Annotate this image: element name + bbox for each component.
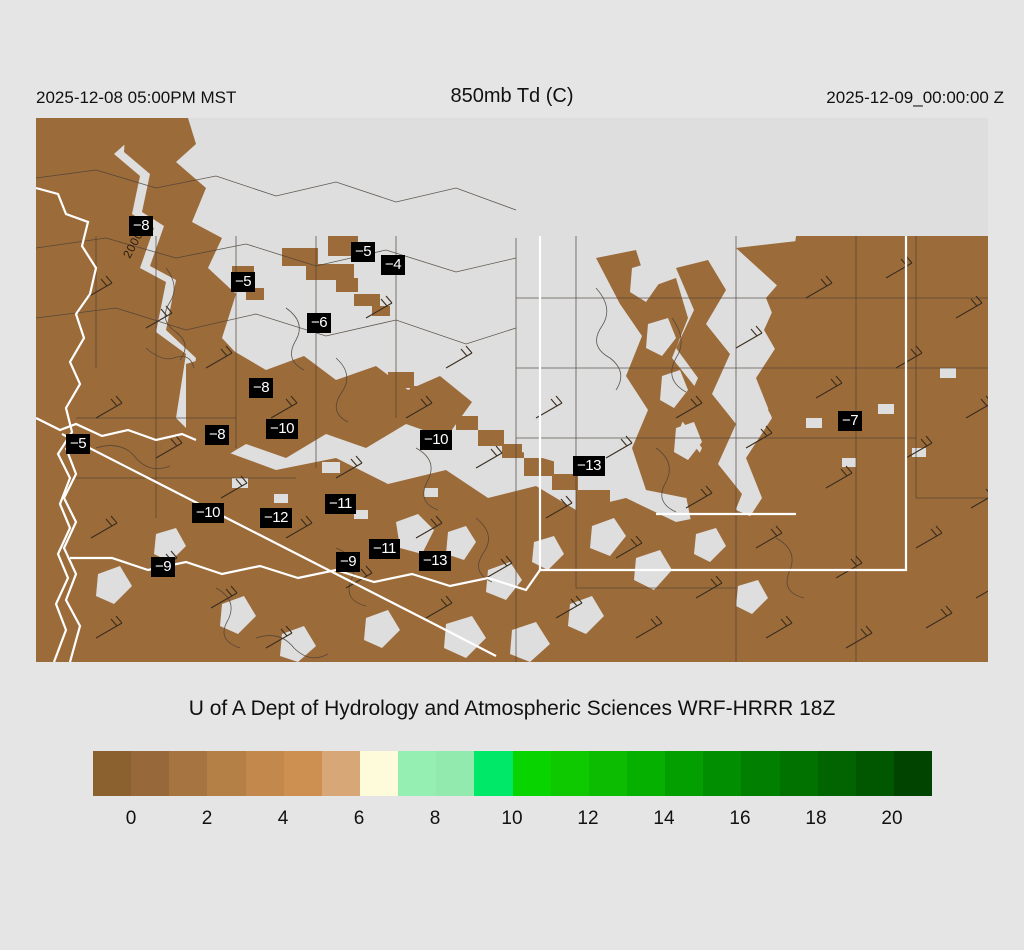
station-label[interactable]: −5: [66, 434, 91, 454]
colorbar[interactable]: [93, 751, 933, 796]
colorbar-band-7: [359, 751, 399, 796]
colorbar-band-1: [131, 751, 170, 796]
colorbar-tick-0: 0: [125, 808, 137, 829]
station-label[interactable]: −5: [351, 242, 376, 262]
valid-local-time: 2025-12-08 05:00PM MST: [36, 88, 237, 107]
colorbar-band-21: [893, 751, 933, 796]
state-borders: [36, 186, 908, 662]
colorbar-band-2: [169, 751, 208, 796]
map-header: 2025-12-08 05:00PM MST 850mb Td (C) 2025…: [0, 85, 1024, 112]
station-label[interactable]: −9: [151, 557, 176, 577]
station-label[interactable]: −8: [205, 425, 230, 445]
colorbar-band-3: [207, 751, 246, 796]
colorbar-band-4: [245, 751, 284, 796]
colorbar-tick-10: 10: [501, 808, 523, 829]
weather-map[interactable]: 2000 −8 −5 −5 −4 −6 −8 −8 −10 −10 −7 −5 …: [36, 118, 988, 662]
station-label[interactable]: −13: [419, 551, 451, 571]
source-caption: U of A Dept of Hydrology and Atmospheric…: [188, 697, 836, 720]
station-label[interactable]: −11: [369, 539, 400, 559]
colorbar-tick-labels: 0 2 4 6 8 10 12 14 16 18 20: [0, 808, 1024, 834]
colorbar-tick-6: 6: [353, 808, 365, 829]
colorbar-band-11: [512, 751, 551, 796]
page-title: 850mb Td (C): [450, 85, 574, 107]
station-label[interactable]: −10: [192, 503, 224, 523]
colorbar-tick-14: 14: [653, 808, 675, 829]
station-label[interactable]: −8: [249, 378, 274, 398]
station-label[interactable]: −6: [307, 313, 332, 333]
colorbar-band-5: [283, 751, 322, 796]
station-label[interactable]: −4: [381, 255, 406, 275]
colorbar-band-17: [741, 751, 780, 796]
colorbar-tick-4: 4: [277, 808, 289, 829]
valid-utc-time: 2025-12-09_00:00:00 Z: [826, 88, 1004, 107]
station-label[interactable]: −10: [266, 419, 298, 439]
colorbar-band-0: [93, 751, 132, 796]
station-label[interactable]: −13: [573, 456, 605, 476]
colorbar-tick-20: 20: [881, 808, 903, 829]
colorbar-band-18: [779, 751, 818, 796]
colorbar-band-13: [588, 751, 627, 796]
colorbar-tick-8: 8: [429, 808, 441, 829]
colorbar-band-15: [665, 751, 704, 796]
colorbar-band-8: [398, 751, 437, 796]
colorbar-tick-2: 2: [201, 808, 213, 829]
colorbar-tick-16: 16: [729, 808, 751, 829]
station-label[interactable]: −10: [420, 430, 452, 450]
station-label[interactable]: −12: [260, 508, 292, 528]
colorbar-tick-12: 12: [577, 808, 599, 829]
colorbar-band-10: [474, 751, 513, 796]
colorbar-tick-18: 18: [805, 808, 827, 829]
colorbar-band-20: [855, 751, 894, 796]
colorbar-band-14: [626, 751, 666, 796]
station-label[interactable]: −7: [838, 411, 863, 431]
station-label[interactable]: −11: [325, 494, 356, 514]
station-label[interactable]: −9: [336, 552, 361, 572]
station-label[interactable]: −8: [129, 216, 154, 236]
colorbar-band-19: [817, 751, 856, 796]
colorbar-band-16: [703, 751, 742, 796]
colorbar-band-9: [436, 751, 475, 796]
colorbar-band-6: [321, 751, 360, 796]
colorbar-band-12: [550, 751, 589, 796]
dewpoint-field: [36, 118, 988, 662]
station-label[interactable]: −5: [231, 272, 256, 292]
